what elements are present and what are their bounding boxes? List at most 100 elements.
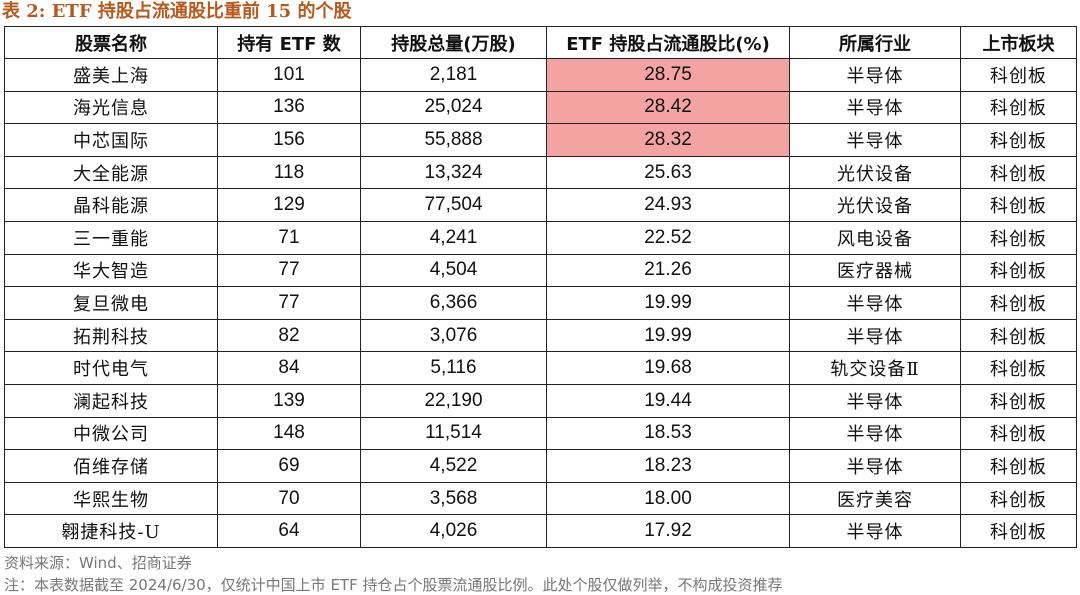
cell-holding: 4,522 [360,449,547,483]
cell-ratio: 19.68 [546,351,790,385]
table-row: 时代电气 84 5,116 19.68 轨交设备Ⅱ 科创板 [4,351,1077,385]
cell-etf-count: 129 [217,188,361,222]
table-row: 翱捷科技-U 64 4,026 17.92 半导体 科创板 [4,514,1077,548]
column-header-industry: 所属行业 [789,26,961,59]
cell-etf-count: 136 [217,90,361,125]
cell-holding: 5,116 [360,351,547,385]
table-row: 中微公司 148 11,514 18.53 半导体 科创板 [4,416,1077,451]
cell-ratio: 18.53 [546,416,790,451]
cell-ratio: 17.92 [546,514,790,548]
cell-ratio: 22.52 [546,220,790,255]
cell-industry: 半导体 [789,318,961,353]
table-row: 华熙生物 70 3,568 18.00 医疗美容 科创板 [4,481,1077,516]
cell-holding: 25,024 [360,90,547,125]
cell-holding: 4,241 [360,220,547,255]
cell-holding: 22,190 [360,383,547,418]
cell-ratio: 28.42 [546,90,790,125]
column-header-etf-count: 持有 ETF 数 [217,26,361,59]
cell-stock-name: 海光信息 [4,90,218,125]
column-header-board: 上市板块 [960,26,1077,59]
cell-board: 科创板 [960,220,1077,255]
cell-etf-count: 69 [217,449,361,483]
cell-stock-name: 盛美上海 [4,58,218,92]
cell-etf-count: 64 [217,514,361,548]
column-header-stock-name: 股票名称 [4,26,218,59]
cell-stock-name: 三一重能 [4,220,218,255]
cell-stock-name: 大全能源 [4,155,218,190]
cell-etf-count: 148 [217,416,361,451]
cell-stock-name: 中微公司 [4,416,218,451]
cell-etf-count: 82 [217,318,361,353]
cell-etf-count: 101 [217,58,361,92]
cell-industry: 光伏设备 [789,188,961,222]
cell-etf-count: 71 [217,220,361,255]
table-row: 华大智造 77 4,504 21.26 医疗器械 科创板 [4,253,1077,288]
cell-holding: 6,366 [360,286,547,320]
cell-board: 科创板 [960,351,1077,385]
cell-etf-count: 84 [217,351,361,385]
cell-stock-name: 佰维存储 [4,449,218,483]
cell-industry: 半导体 [789,383,961,418]
cell-ratio: 19.44 [546,383,790,418]
table-row: 大全能源 118 13,324 25.63 光伏设备 科创板 [4,155,1077,190]
cell-board: 科创板 [960,318,1077,353]
cell-stock-name: 中芯国际 [4,123,218,157]
column-header-ratio: ETF 持股占流通股比(%) [546,26,790,59]
cell-stock-name: 拓荆科技 [4,318,218,353]
cell-ratio: 21.26 [546,253,790,288]
cell-industry: 医疗美容 [789,481,961,516]
cell-ratio: 19.99 [546,318,790,353]
source-note: 资料来源：Wind、招商证券 [4,554,192,572]
cell-board: 科创板 [960,123,1077,157]
cell-industry: 光伏设备 [789,155,961,190]
cell-holding: 55,888 [360,123,547,157]
table-title: 表 2: ETF 持股占流通股比重前 15 的个股 [2,1,352,22]
cell-stock-name: 华熙生物 [4,481,218,516]
table-row: 澜起科技 139 22,190 19.44 半导体 科创板 [4,383,1077,418]
cell-ratio: 18.23 [546,449,790,483]
table-row: 盛美上海 101 2,181 28.75 半导体 科创板 [4,58,1077,92]
cell-board: 科创板 [960,90,1077,125]
cell-industry: 半导体 [789,286,961,320]
cell-board: 科创板 [960,383,1077,418]
cell-ratio: 19.99 [546,286,790,320]
cell-holding: 77,504 [360,188,547,222]
cell-board: 科创板 [960,253,1077,288]
cell-stock-name: 澜起科技 [4,383,218,418]
cell-industry: 半导体 [789,123,961,157]
cell-holding: 3,568 [360,481,547,516]
table-row: 晶科能源 129 77,504 24.93 光伏设备 科创板 [4,188,1077,222]
etf-holdings-table: 股票名称 持有 ETF 数 持股总量(万股) ETF 持股占流通股比(%) 所属… [4,26,1077,548]
cell-stock-name: 晶科能源 [4,188,218,222]
column-header-holding: 持股总量(万股) [360,26,547,59]
cell-holding: 11,514 [360,416,547,451]
cell-industry: 半导体 [789,58,961,92]
footnote: 注：本表数据截至 2024/6/30，仅统计中国上市 ETF 持仓占个股票流通股… [4,576,783,594]
cell-holding: 2,181 [360,58,547,92]
cell-stock-name: 复旦微电 [4,286,218,320]
cell-stock-name: 时代电气 [4,351,218,385]
cell-stock-name: 华大智造 [4,253,218,288]
cell-holding: 13,324 [360,155,547,190]
cell-board: 科创板 [960,286,1077,320]
cell-industry: 半导体 [789,416,961,451]
table-row: 三一重能 71 4,241 22.52 风电设备 科创板 [4,220,1077,255]
cell-holding: 3,076 [360,318,547,353]
table-header-row: 股票名称 持有 ETF 数 持股总量(万股) ETF 持股占流通股比(%) 所属… [4,26,1077,59]
cell-industry: 风电设备 [789,220,961,255]
cell-etf-count: 139 [217,383,361,418]
cell-etf-count: 77 [217,286,361,320]
cell-ratio: 18.00 [546,481,790,516]
table-row: 中芯国际 156 55,888 28.32 半导体 科创板 [4,123,1077,157]
table-body: 盛美上海 101 2,181 28.75 半导体 科创板 海光信息 136 25,024 28.4… [4,58,1077,548]
cell-industry: 医疗器械 [789,253,961,288]
cell-etf-count: 156 [217,123,361,157]
cell-ratio: 25.63 [546,155,790,190]
cell-stock-name: 翱捷科技-U [4,514,218,548]
cell-industry: 半导体 [789,90,961,125]
cell-industry: 半导体 [789,514,961,548]
cell-holding: 4,504 [360,253,547,288]
cell-board: 科创板 [960,481,1077,516]
cell-board: 科创板 [960,188,1077,222]
cell-board: 科创板 [960,155,1077,190]
